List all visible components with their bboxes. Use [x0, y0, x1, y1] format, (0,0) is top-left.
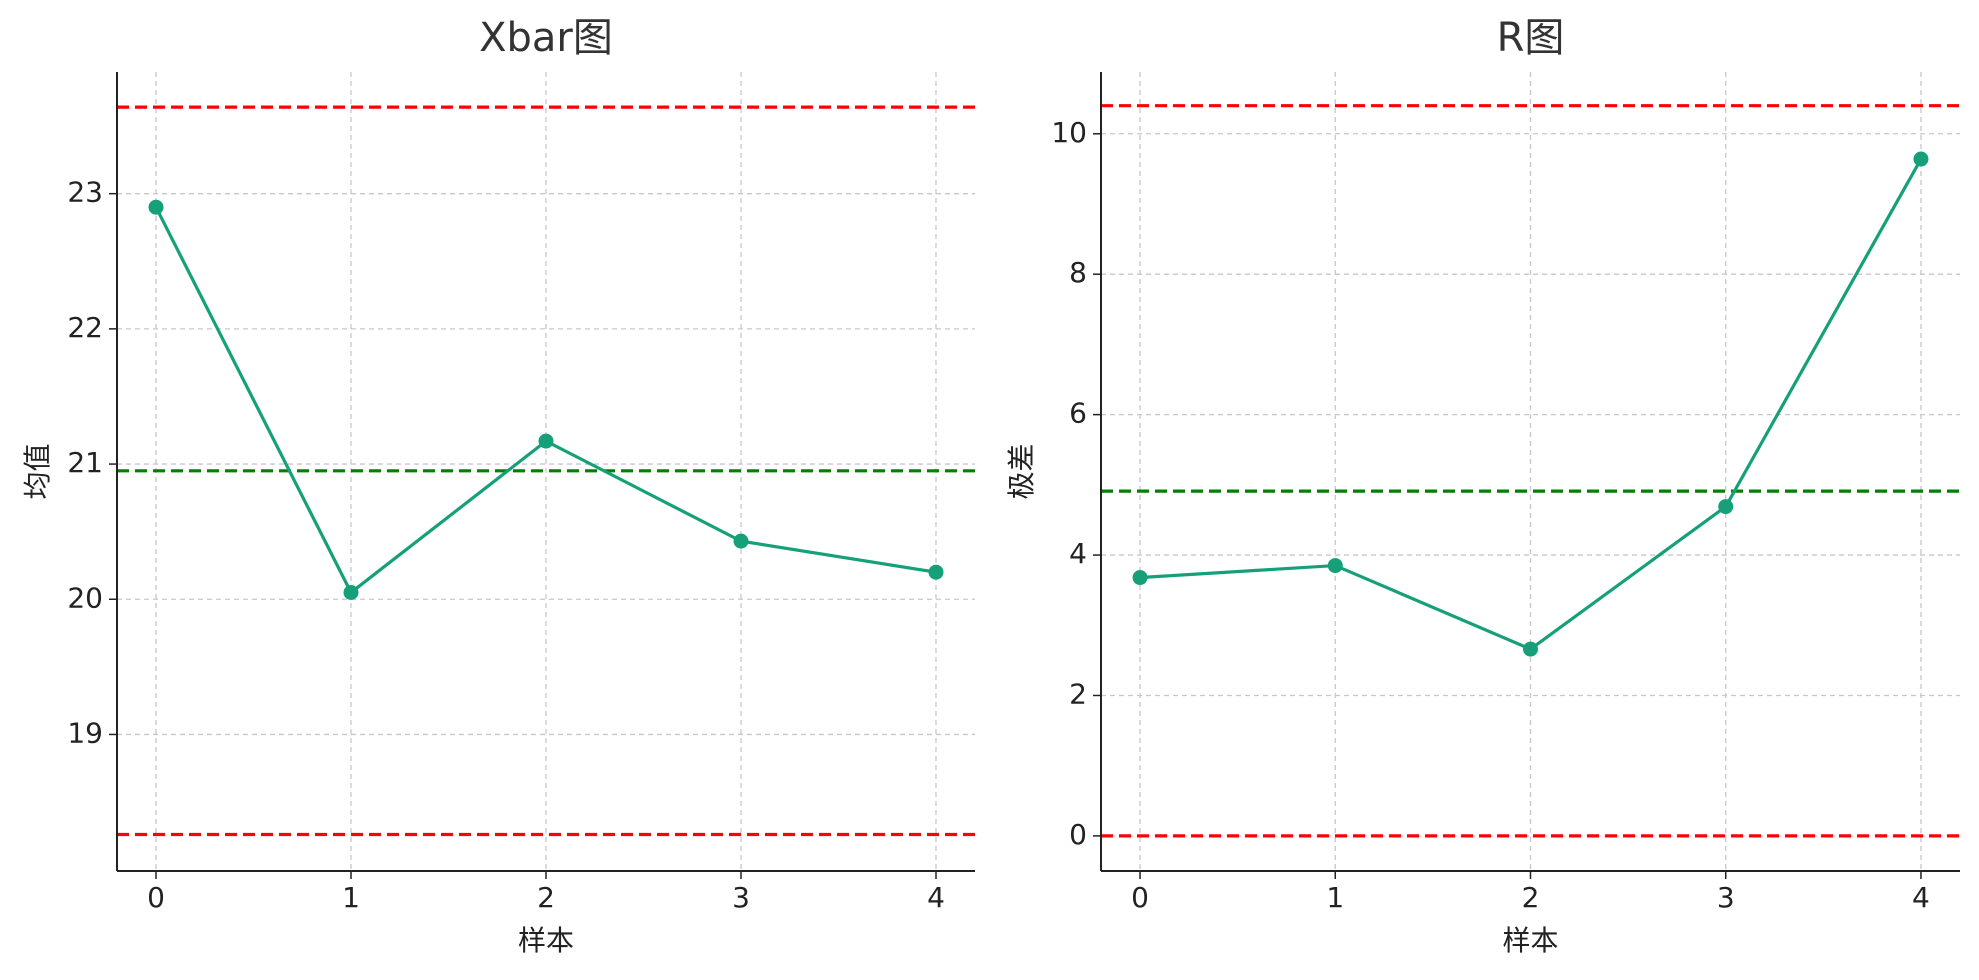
- data-point: [538, 433, 554, 449]
- y-tick-label: 0: [1069, 818, 1087, 851]
- y-tick-label: 4: [1069, 537, 1087, 570]
- y-axis-label: 极差: [1005, 443, 1038, 499]
- x-axis-label: 样本: [518, 924, 574, 957]
- y-tick-label: 2: [1069, 677, 1087, 710]
- x-tick-label: 0: [147, 881, 165, 914]
- x-axis-label: 样本: [1502, 924, 1558, 957]
- data-point: [1718, 499, 1734, 515]
- data-point: [1132, 570, 1148, 586]
- data-point: [148, 199, 164, 215]
- x-tick-label: 2: [1522, 881, 1540, 914]
- chart-title: R图: [1497, 15, 1565, 61]
- data-point: [928, 564, 944, 580]
- y-tick-label: 6: [1069, 397, 1087, 430]
- data-point: [1523, 641, 1538, 657]
- y-tick-label: 22: [67, 311, 103, 344]
- y-tick-label: 10: [1051, 116, 1087, 149]
- data-point: [343, 584, 359, 600]
- x-tick-label: 3: [1717, 881, 1735, 914]
- x-tick-label: 1: [1326, 881, 1344, 914]
- x-tick-label: 0: [1131, 881, 1149, 914]
- y-tick-label: 23: [67, 176, 103, 209]
- chart-title: Xbar图: [479, 15, 613, 61]
- x-tick-label: 2: [537, 881, 555, 914]
- x-tick-label: 1: [342, 881, 360, 914]
- y-tick-label: 20: [67, 581, 103, 614]
- x-tick-label: 4: [927, 881, 945, 914]
- y-tick-label: 19: [67, 716, 103, 749]
- x-tick-label: 3: [732, 881, 750, 914]
- data-point: [733, 533, 749, 549]
- y-tick-label: 8: [1069, 256, 1087, 289]
- series-line: [1139, 158, 1923, 651]
- data-point: [1913, 151, 1929, 167]
- y-tick-label: 21: [67, 446, 103, 479]
- y-axis-label: 均值: [21, 443, 54, 499]
- data-point: [1327, 558, 1343, 574]
- x-tick-label: 4: [1912, 881, 1930, 914]
